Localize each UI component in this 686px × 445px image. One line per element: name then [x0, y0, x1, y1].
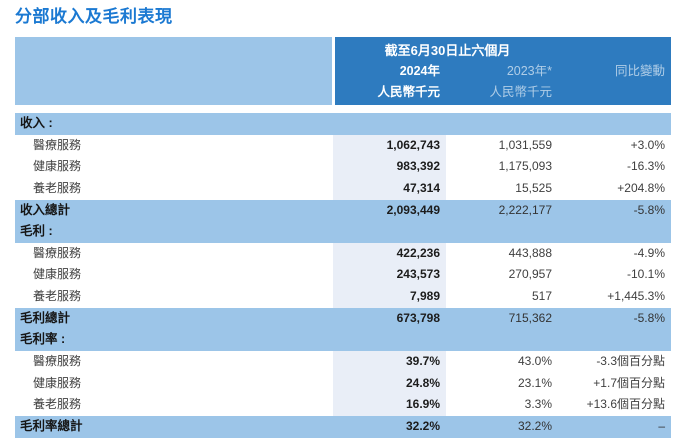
- value-2023: 1,175,093: [498, 159, 552, 174]
- value-change: +1.7個百分點: [593, 375, 665, 390]
- table-body: 收入 : 醫療服務 1,062,743 1,031,559 +3.0% 健康服務…: [15, 113, 671, 438]
- value-2024: 422,236: [333, 242, 446, 265]
- value-change: -16.3%: [626, 159, 665, 174]
- value-2023: 715,362: [508, 310, 552, 325]
- header-unit-2024: 人民幣千元: [377, 85, 440, 99]
- header-unit-change-empty: [560, 82, 671, 103]
- row-label: 醫療服務: [33, 137, 82, 152]
- header-period-title: 截至6月30日止六個月: [384, 43, 511, 58]
- section-title: 收入 :: [20, 116, 53, 130]
- row-label: 健康服務: [33, 375, 82, 390]
- table-header: 截至6月30日止六個月 2024年 2023年* 同比變動 人民幣千元 人民幣千…: [15, 37, 671, 105]
- value-2023: 43.0%: [517, 354, 552, 369]
- row-label: 健康服務: [33, 267, 82, 282]
- table-row: 養老服務 47,314 15,525 +204.8%: [15, 177, 671, 200]
- value-2023: 15,525: [515, 180, 552, 195]
- value-change: +3.0%: [630, 137, 665, 152]
- value-2024: 47,314: [333, 177, 446, 200]
- value-2023: 2,222,177: [498, 202, 552, 217]
- section-title: 毛利率 :: [20, 332, 66, 347]
- value-2024: 2,093,449: [386, 202, 440, 217]
- segment-revenue-table: 截至6月30日止六個月 2024年 2023年* 同比變動 人民幣千元 人民幣千…: [15, 37, 671, 438]
- table-row: 醫療服務 422,236 443,888 -4.9%: [15, 242, 671, 265]
- page-title: 分部收入及毛利表現: [15, 7, 173, 26]
- total-row-gross-margin: 毛利率總計 32.2% 32.2% –: [15, 415, 671, 438]
- row-label: 健康服務: [33, 159, 82, 174]
- section-row-revenue: 收入 :: [15, 113, 671, 135]
- header-label-column-block: [15, 37, 332, 105]
- value-2024: 24.8%: [333, 372, 446, 395]
- header-unit-2023: 人民幣千元: [489, 85, 552, 99]
- value-2023: 1,031,559: [498, 137, 552, 152]
- table-row: 健康服務 243,573 270,957 -10.1%: [15, 264, 671, 287]
- value-2024: 673,798: [396, 310, 440, 325]
- value-change: -3.3個百分點: [596, 354, 665, 369]
- value-2023: 270,957: [508, 267, 552, 282]
- value-2024: 32.2%: [405, 418, 440, 433]
- value-change: –: [658, 418, 665, 433]
- total-label: 收入總計: [20, 202, 71, 217]
- table-row: 醫療服務 1,062,743 1,031,559 +3.0%: [15, 134, 671, 157]
- value-2024: 39.7%: [333, 351, 446, 373]
- section-title: 毛利 :: [20, 224, 53, 239]
- value-2023: 3.3%: [524, 397, 552, 412]
- value-change: -10.1%: [626, 267, 665, 282]
- row-label: 醫療服務: [33, 245, 82, 260]
- header-change-label: 同比變動: [614, 64, 665, 78]
- table-row: 養老服務 16.9% 3.3% +13.6個百分點: [15, 394, 671, 416]
- value-change: -5.8%: [633, 310, 665, 325]
- total-label: 毛利率總計: [20, 418, 83, 433]
- header-unit-row: 人民幣千元 人民幣千元: [335, 82, 671, 103]
- value-change: -4.9%: [633, 245, 665, 260]
- value-2024: 7,989: [333, 286, 446, 308]
- total-row-gross-profit: 毛利總計 673,798 715,362 -5.8%: [15, 307, 671, 330]
- header-values-block: 截至6月30日止六個月 2024年 2023年* 同比變動 人民幣千元 人民幣千…: [335, 37, 671, 105]
- value-change: +13.6個百分點: [586, 397, 665, 412]
- section-row-gross-margin: 毛利率 :: [15, 329, 671, 352]
- value-change: +1,445.3%: [607, 289, 665, 304]
- table-row: 健康服務 24.8% 23.1% +1.7個百分點: [15, 372, 671, 395]
- value-2024: 16.9%: [333, 394, 446, 416]
- value-change: +204.8%: [617, 180, 665, 195]
- total-label: 毛利總計: [20, 310, 71, 325]
- table-row: 醫療服務 39.7% 43.0% -3.3個百分點: [15, 351, 671, 373]
- value-2023: 517: [531, 289, 552, 304]
- section-row-gross-profit: 毛利 :: [15, 221, 671, 243]
- row-label: 養老服務: [33, 397, 82, 412]
- total-row-revenue: 收入總計 2,093,449 2,222,177 -5.8%: [15, 199, 671, 222]
- value-2024: 1,062,743: [333, 134, 446, 157]
- header-year-row: 2024年 2023年* 同比變動: [335, 61, 671, 82]
- header-column-divider: [332, 37, 335, 105]
- row-label: 醫療服務: [33, 354, 82, 369]
- value-change: -5.8%: [633, 202, 665, 217]
- value-2024: 983,392: [333, 156, 446, 178]
- header-year-2024: 2024年: [399, 64, 440, 78]
- value-2023: 443,888: [508, 245, 552, 260]
- row-label: 養老服務: [33, 180, 82, 195]
- header-period-row: 截至6月30日止六個月: [335, 40, 671, 61]
- table-row: 養老服務 7,989 517 +1,445.3%: [15, 286, 671, 308]
- row-label: 養老服務: [33, 289, 82, 304]
- header-year-2023: 2023年*: [506, 64, 552, 78]
- value-2023: 32.2%: [517, 418, 552, 433]
- table-row: 健康服務 983,392 1,175,093 -16.3%: [15, 156, 671, 178]
- value-2024: 243,573: [333, 264, 446, 287]
- value-2023: 23.1%: [517, 375, 552, 390]
